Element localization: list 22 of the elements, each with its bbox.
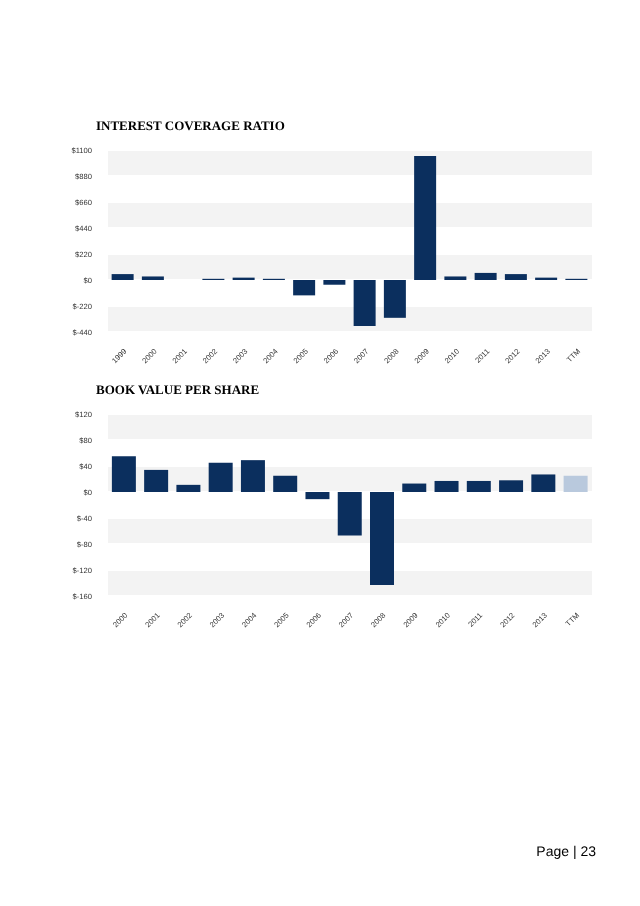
bar (474, 272, 497, 280)
bar (111, 456, 136, 492)
bar (111, 274, 134, 280)
bar (434, 480, 459, 492)
bar (370, 492, 395, 585)
bar (383, 280, 406, 318)
bar (305, 492, 330, 500)
bar (402, 483, 427, 492)
bar (208, 462, 233, 492)
bar (293, 280, 316, 296)
bar (176, 484, 201, 492)
bar (337, 492, 362, 536)
bar (466, 480, 491, 492)
bar (240, 460, 265, 492)
bar (273, 475, 298, 492)
bar (353, 280, 376, 327)
bar (499, 480, 524, 492)
bar (504, 274, 527, 280)
bar (414, 155, 437, 280)
bar (531, 474, 556, 492)
bar (144, 469, 169, 492)
bar (563, 475, 588, 492)
